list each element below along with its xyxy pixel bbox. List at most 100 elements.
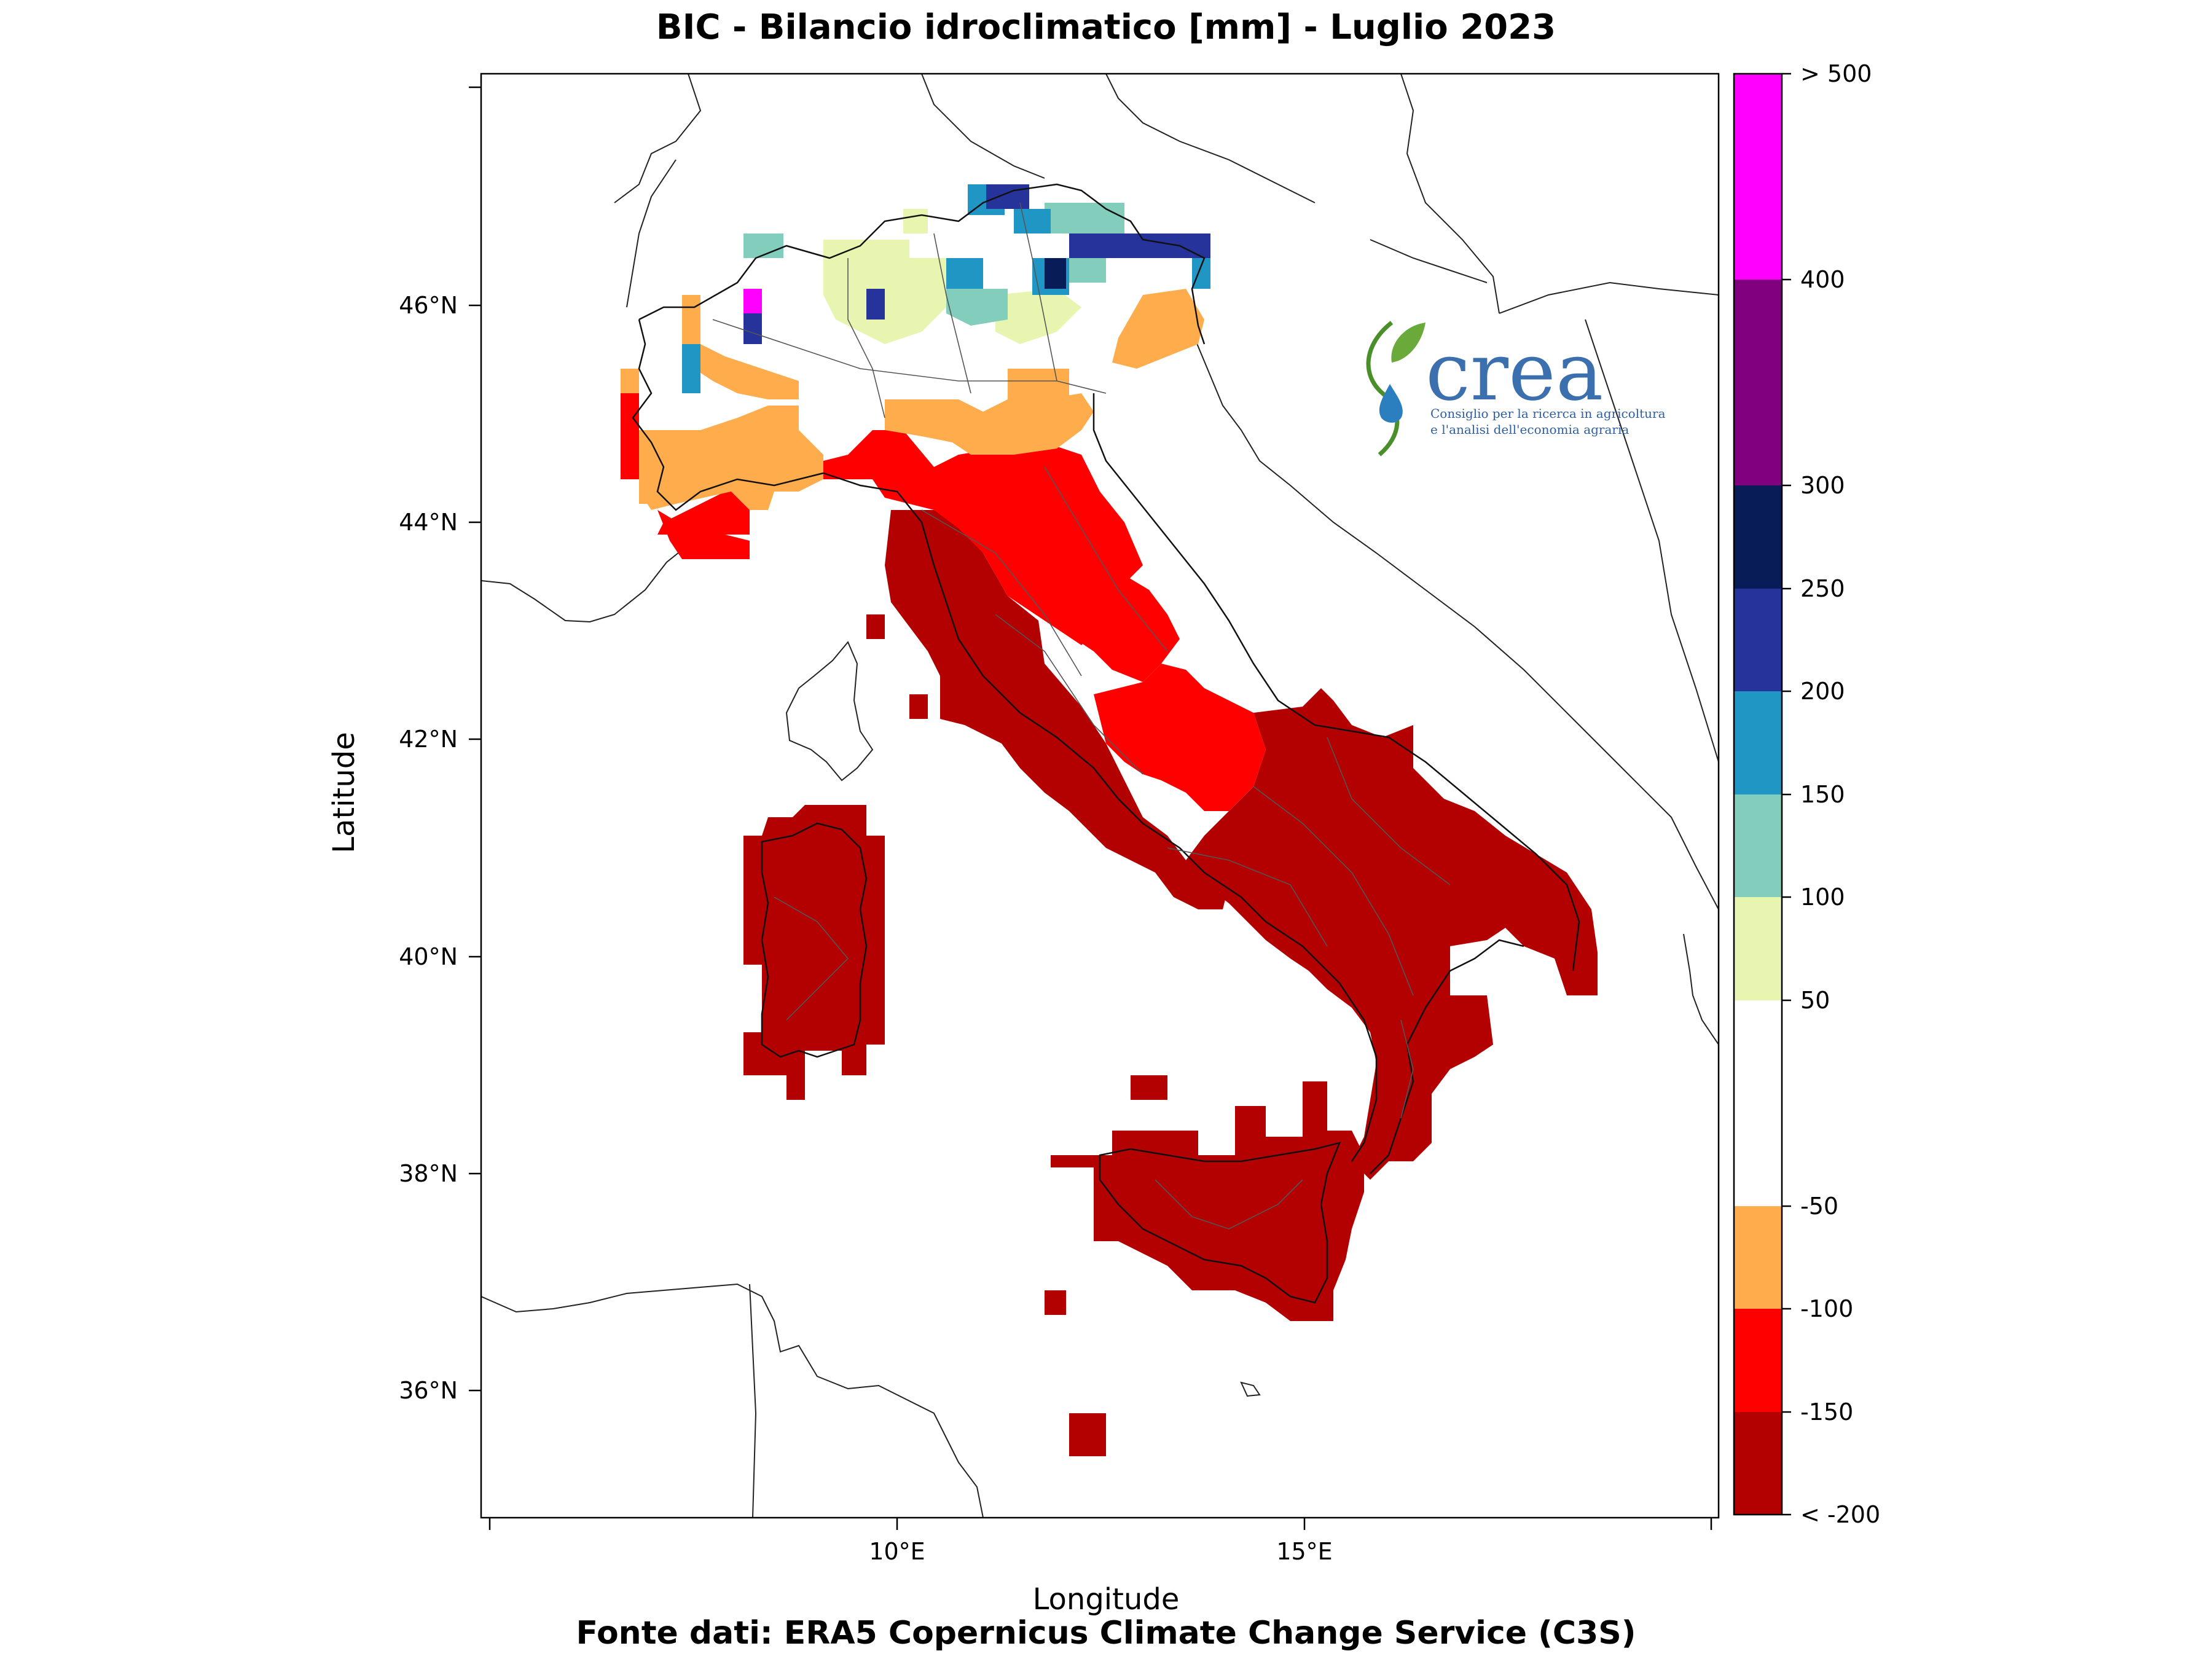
cell-teal-nw (743, 233, 783, 258)
logo-subtitle-1: Consiglio per la ricerca in agricoltura (1430, 406, 1666, 421)
cell-sw-liguria (657, 510, 750, 559)
land-border-2 (921, 74, 1045, 179)
land-border-8 (626, 159, 677, 308)
cell-magenta (743, 289, 762, 313)
malta (1240, 1381, 1261, 1397)
italy-outline-west (632, 319, 824, 511)
map-layer (481, 74, 1719, 1518)
cell-liguria-west (621, 393, 639, 479)
logo-subtitle-2: e l'analisi dell'economia agraria (1430, 422, 1629, 437)
cell-navy-2 (1069, 233, 1210, 258)
colorbar-bin-300-400 (1734, 280, 1782, 485)
y-axis-title: Latitude (327, 732, 361, 853)
cell-lazio-toscana (885, 510, 1229, 909)
colorbar-bin-lt150 (1734, 1412, 1782, 1515)
cell-blue-5 (1192, 258, 1210, 289)
colorbar-bin-50-100 (1734, 897, 1782, 1000)
cell-elba (866, 614, 885, 639)
ytick-label-42: 42°N (399, 726, 458, 753)
cell-liguria-south (657, 492, 768, 535)
cell-pantelleria (1045, 1290, 1066, 1315)
data-source: Fonte dati: ERA5 Copernicus Climate Chan… (576, 1615, 1636, 1652)
plot-frame (480, 73, 1720, 1519)
cb-label-gt500: > 500 (1800, 60, 1872, 87)
logo-drop (1379, 384, 1403, 423)
cb-label-100: 100 (1800, 884, 1845, 911)
ytick-label-38: 38°N (399, 1160, 458, 1187)
border-11 (774, 896, 849, 1021)
border-4 (712, 319, 1107, 394)
cb-label-neg100: -100 (1800, 1295, 1853, 1322)
land-border-9 (749, 1284, 757, 1518)
y-ticks (469, 86, 481, 1392)
land-border-1 (614, 74, 702, 203)
province-borders (712, 202, 1451, 1230)
colorbar-bin-neg50-100 (1734, 1206, 1782, 1309)
cell-orange-nw (621, 369, 639, 393)
croatia-coast (1191, 331, 1719, 910)
cell-ponza (1106, 823, 1131, 848)
land-border-7 (1585, 319, 1719, 763)
crea-logo: crea Consiglio per la ricerca in agricol… (1366, 321, 1666, 457)
border-6 (1044, 466, 1168, 652)
italy-outline-gulf-taranto (1370, 939, 1524, 1174)
africa-coast (481, 1283, 984, 1518)
coastlines (481, 74, 1719, 1518)
cell-emilia (885, 393, 1094, 455)
colorbar-bin-gt400 (1734, 74, 1782, 280)
cell-navy-4 (743, 313, 762, 344)
cell-ustica (1131, 1075, 1167, 1100)
xtick-label-15: 15°E (1276, 1538, 1332, 1565)
x-axis-title: Longitude (1032, 1582, 1180, 1617)
cell-friuli-east (1112, 289, 1204, 369)
logo-name: crea (1426, 325, 1603, 418)
land-border-3 (1105, 74, 1316, 203)
corsica-coast (785, 641, 874, 782)
x-ticks (488, 1518, 1712, 1530)
sicily-outline (1099, 1142, 1341, 1304)
colorbar-bin-250-300 (1734, 485, 1782, 589)
italy-outline-adriatic (1092, 393, 1580, 971)
logo-vine (1366, 321, 1400, 457)
y-tick-labels: 46°N 44°N 42°N 40°N 38°N 36°N (399, 292, 458, 1404)
crea-logo-mark (1366, 321, 1426, 457)
cell-marche-abruzzo (1094, 664, 1266, 811)
ytick-label-44: 44°N (399, 509, 458, 536)
border-8 (1253, 786, 1414, 996)
colorbar-bin-100-150 (1734, 794, 1782, 897)
sardinia-outline (761, 822, 868, 1058)
cell-blue-2 (946, 258, 983, 289)
cell-lampedusa (1069, 1413, 1106, 1456)
cb-label-400: 400 (1800, 266, 1845, 293)
cell-tuscany-north (805, 430, 1143, 645)
ytick-label-40: 40°N (399, 943, 458, 970)
cell-sardegna (743, 805, 885, 1100)
border-3 (1019, 202, 1057, 382)
italy-borders (632, 183, 1580, 1304)
border-1 (847, 258, 885, 418)
ytick-label-46: 46°N (399, 292, 458, 319)
land-border-4 (1400, 74, 1500, 314)
border-13 (1400, 1019, 1414, 1119)
cell-navy-3 (866, 289, 885, 320)
cell-orange-po (1008, 369, 1069, 406)
cb-label-lt200: < -200 (1800, 1501, 1880, 1528)
colorbar-ticks (1782, 73, 1791, 1516)
cell-alps-teal (946, 289, 1008, 326)
cell-teal-ne (1045, 203, 1124, 233)
colorbar-bin-150-200 (1734, 691, 1782, 794)
cell-giglio (909, 694, 928, 719)
border-2 (933, 233, 971, 394)
border-9 (1327, 737, 1451, 885)
x-tick-labels: 10°E 15°E (869, 1538, 1332, 1565)
border-7 (995, 614, 1143, 775)
colorbar-labels: > 500 400 300 250 200 150 100 50 -50 -10… (1800, 60, 1880, 1528)
cell-blue-1 (682, 344, 700, 393)
colorbar-bin-neg100-150 (1734, 1309, 1782, 1412)
cb-label-250: 250 (1800, 575, 1845, 602)
heatmap-cells (621, 184, 1598, 1456)
cb-label-200: 200 (1800, 678, 1845, 705)
land-border-6 (1370, 239, 1488, 283)
cb-label-50: 50 (1800, 987, 1830, 1014)
cb-label-neg150: -150 (1800, 1398, 1853, 1426)
